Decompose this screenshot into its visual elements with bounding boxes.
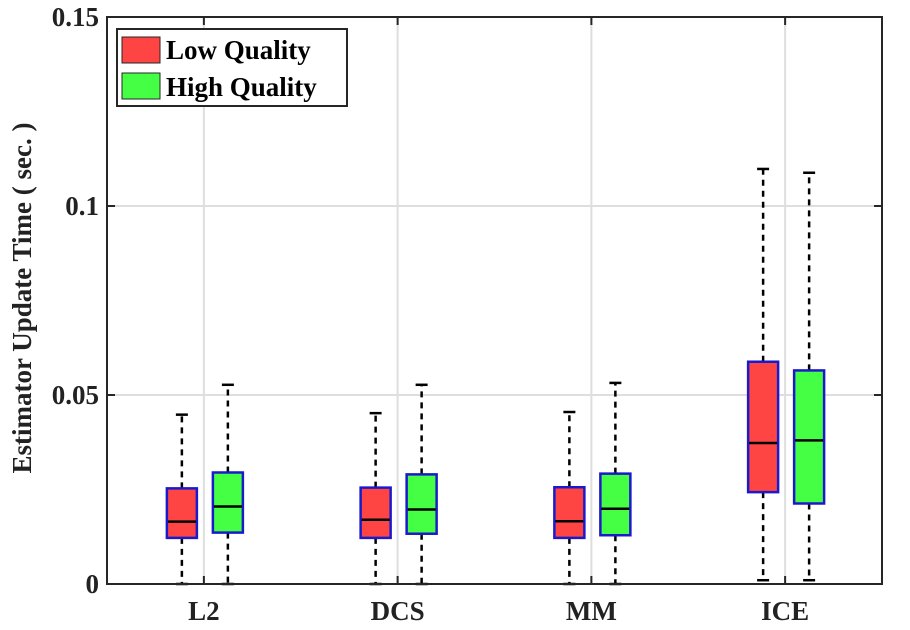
x-tick-label: L2 [188, 596, 220, 626]
box-low-quality-ice [746, 167, 780, 582]
box-iqr [792, 369, 826, 505]
legend-label-low-quality: Low Quality [166, 35, 311, 65]
legend: Low Quality High Quality [116, 28, 348, 107]
box-plots [165, 167, 826, 586]
box-high-quality-mm [599, 381, 632, 586]
y-tick-label: 0.1 [65, 191, 99, 221]
axis-ticks: 0 0.05 0.1 0.15 L2 DCS MM ICE [52, 2, 882, 626]
box-iqr [553, 485, 586, 540]
y-tick-label: 0.05 [52, 380, 99, 410]
box-iqr [599, 472, 632, 537]
y-axis-label: Estimator Update Time ( sec. ) [7, 123, 37, 474]
y-tick-label: 0 [86, 569, 100, 599]
box-high-quality-dcs [405, 383, 438, 586]
box-high-quality-l2 [211, 383, 245, 586]
box-iqr [405, 473, 438, 535]
box-iqr [211, 471, 245, 534]
box-low-quality-dcs [359, 411, 392, 586]
legend-swatch-low-quality [121, 36, 161, 64]
legend-swatch-high-quality [121, 72, 161, 100]
box-low-quality-l2 [165, 413, 199, 586]
box-low-quality-mm [553, 410, 586, 586]
box-iqr [165, 487, 199, 540]
x-tick-label: ICE [761, 596, 809, 626]
box-high-quality-ice [792, 171, 826, 582]
box-iqr [359, 486, 392, 540]
x-tick-label: MM [566, 596, 617, 626]
legend-label-high-quality: High Quality [166, 72, 317, 102]
box-iqr [746, 360, 780, 494]
y-tick-label: 0.15 [52, 2, 99, 32]
axes-frame [106, 16, 883, 585]
x-tick-label: DCS [371, 596, 425, 626]
